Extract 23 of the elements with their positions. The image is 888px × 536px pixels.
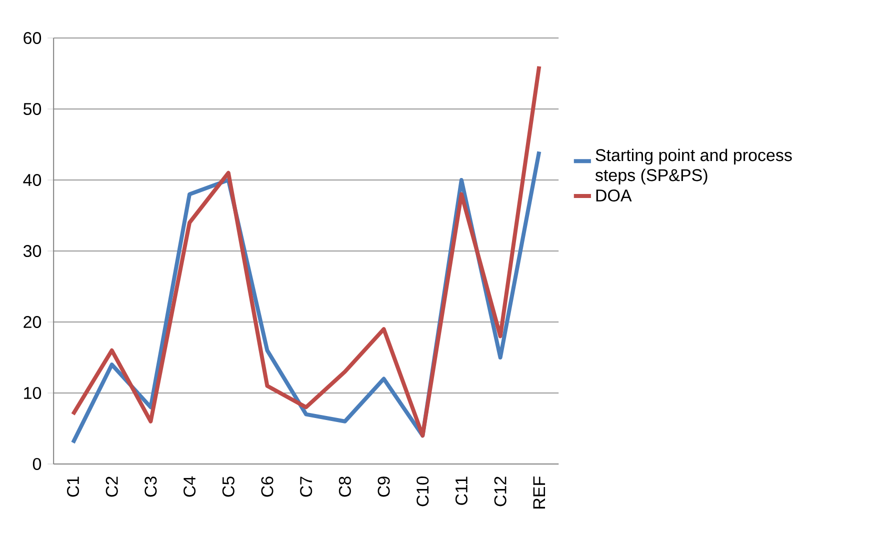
x-tick-label: C11 [455,476,468,505]
x-tick-label: C3 [144,476,157,497]
y-tick-label: 0 [32,458,42,470]
x-tick-label: C5 [222,476,234,497]
y-tick-label: 50 [23,102,42,116]
legend-label: Starting point and process steps (SP&PS) [595,148,792,185]
line-series [71,64,542,438]
x-tick-label: C1 [66,476,80,497]
y-tick-label: 20 [24,316,42,328]
x-tick-label: C12 [494,476,506,506]
y-tick-label: 10 [24,386,42,400]
x-tick-label: C9 [378,476,390,497]
x-tick-label: C6 [261,476,274,497]
x-tick-label: C2 [106,476,118,497]
x-tick-label: C8 [338,476,351,497]
y-tick-label: 40 [23,174,42,186]
y-tick-label: 60 [24,32,42,44]
x-tick-label: REF [533,476,546,508]
y-tick-label: 30 [23,244,42,258]
x-tick-label: C10 [416,476,429,506]
x-tick-label: C4 [184,476,196,497]
legend-label: DOA [596,189,632,202]
x-tick-label: C7 [300,476,312,497]
